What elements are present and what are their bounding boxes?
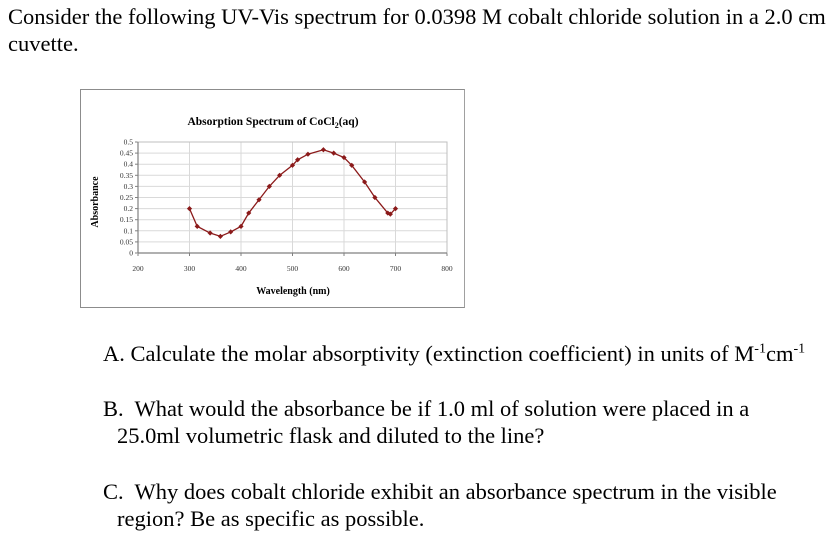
data-point-marker — [238, 223, 244, 229]
question-b-line1: What would the absorbance be if 1.0 ml o… — [134, 396, 750, 421]
data-point-marker — [228, 229, 234, 235]
data-point-marker — [256, 197, 262, 203]
question-b: B. What would the absorbance be if 1.0 m… — [103, 395, 823, 449]
x-tick-label: 500 — [287, 264, 299, 273]
y-tick-label: 0.35 — [120, 171, 133, 180]
y-tick-label: 0.25 — [120, 193, 133, 202]
y-axis-tick-labels: 0 0.05 0.1 0.15 0.2 0.25 0.3 0.35 0.4 0.45 0.5 — [120, 138, 133, 258]
data-point-marker — [194, 223, 200, 229]
y-tick-label: 0.1 — [124, 226, 134, 235]
data-point-marker — [392, 206, 399, 212]
data-point-marker — [207, 230, 213, 236]
data-point-marker — [186, 206, 193, 212]
data-series — [186, 147, 399, 239]
y-axis-label: Absorbance — [90, 176, 101, 228]
y-tick-label: 0.15 — [120, 215, 133, 224]
question-a-label: A. — [103, 341, 125, 366]
series-line — [188, 149, 396, 238]
grid-lines — [138, 141, 448, 253]
data-point-marker — [372, 194, 378, 201]
unit-exponent-1: -1 — [754, 341, 766, 357]
x-tick-label: 700 — [390, 264, 402, 273]
y-tick-label: 0.05 — [120, 237, 133, 246]
problem-intro: Consider the following UV-Vis spectrum f… — [8, 4, 826, 56]
data-point-marker — [362, 179, 368, 185]
data-point-marker — [289, 162, 296, 168]
data-point-marker — [217, 233, 223, 239]
data-point-marker — [305, 151, 311, 157]
y-tick-label: 0.45 — [120, 149, 133, 158]
y-tick-label: 0 — [129, 249, 133, 258]
x-tick-label: 800 — [441, 264, 453, 273]
question-c-label: C. — [103, 479, 124, 504]
unit-exponent-2: -1 — [793, 341, 806, 357]
y-tick-label: 0.3 — [124, 182, 134, 191]
unit-cm: cm — [765, 341, 794, 366]
x-axis-tick-labels: 200 300 400 500 600 700 800 — [132, 264, 453, 273]
data-point-marker — [320, 147, 326, 153]
y-tick-label: 0.2 — [124, 204, 134, 213]
data-point-marker — [331, 150, 337, 156]
y-tick-label: 0.5 — [124, 138, 134, 147]
question-c-line1: Why does cobalt chloride exhibit an abso… — [134, 479, 777, 504]
question-b-line2: 25.0ml volumetric flask and diluted to t… — [117, 423, 545, 448]
question-c-line2: region? Be as specific as possible. — [117, 506, 425, 531]
question-c: C. Why does cobalt chloride exhibit an a… — [103, 478, 823, 532]
x-tick-label: 600 — [338, 264, 350, 273]
y-tick-label: 0.4 — [124, 160, 134, 169]
data-point-marker — [266, 183, 272, 189]
chart-title: Absorption Spectrum of CoCl2(aq) — [187, 116, 358, 130]
chart-canvas: Absorption Spectrum of CoCl2(aq) 0 0.05 0.… — [90, 116, 453, 297]
x-tick-label: 300 — [184, 264, 196, 273]
absorption-spectrum-chart: Absorption Spectrum of CoCl2(aq) 0 0.05 0.… — [80, 89, 465, 308]
x-tick-label: 400 — [235, 264, 247, 273]
x-axis-label: Wavelength (nm) — [256, 286, 330, 297]
question-a-text: Calculate the molar absorptivity (extinc… — [130, 341, 755, 366]
data-point-marker — [349, 162, 355, 168]
data-point-marker — [246, 210, 252, 216]
data-point-marker — [277, 172, 283, 178]
question-b-label: B. — [103, 396, 124, 421]
data-point-marker — [385, 210, 391, 216]
data-point-marker — [387, 211, 393, 217]
question-a: A. Calculate the molar absorptivity (ext… — [103, 340, 805, 367]
axes — [135, 141, 448, 256]
data-point-marker — [341, 154, 347, 161]
x-tick-label: 200 — [132, 264, 144, 273]
